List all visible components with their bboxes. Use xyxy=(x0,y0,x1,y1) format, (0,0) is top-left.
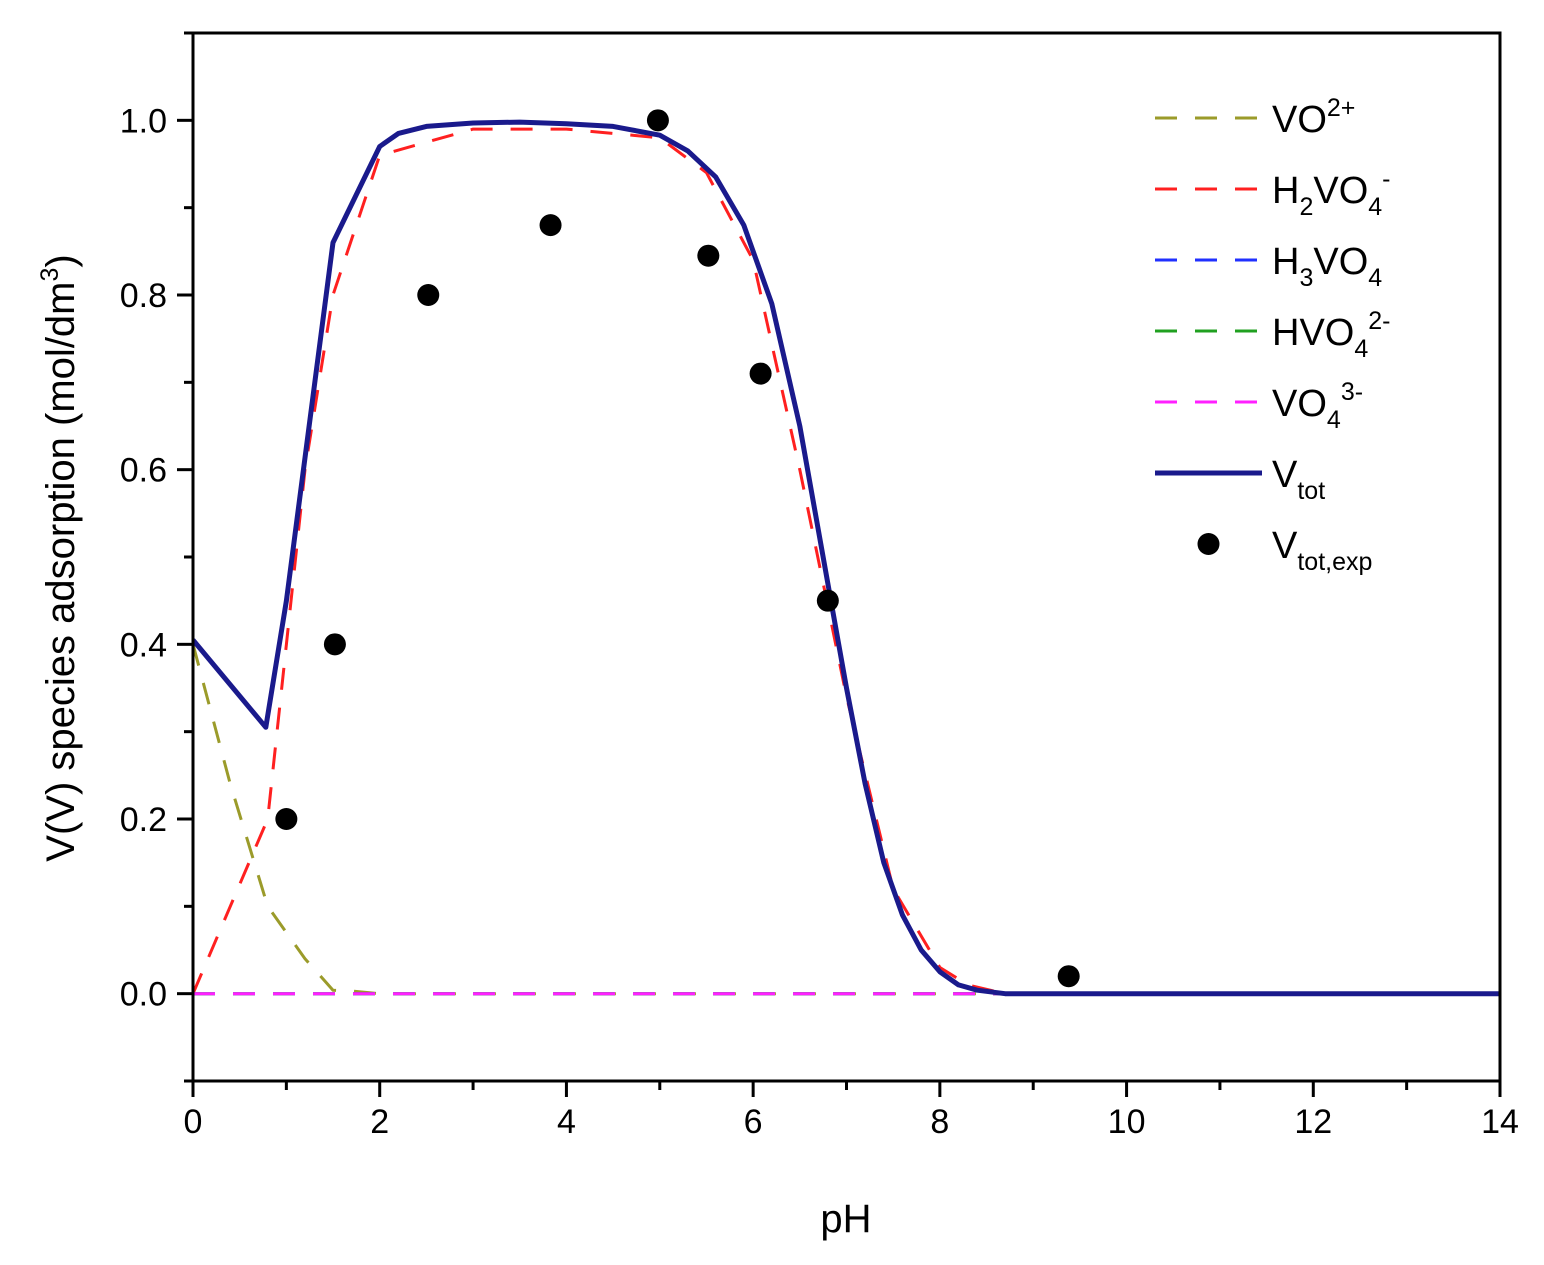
legend-vo43--label: VO43- xyxy=(1272,378,1363,434)
x-tick-label: 14 xyxy=(1481,1103,1519,1141)
legend-vtot-exp: Vtot,exp xyxy=(1197,525,1372,576)
series-vtot-exp-point xyxy=(697,244,720,267)
y-tick-label: 0.8 xyxy=(120,277,167,315)
series-vtot-exp-point xyxy=(749,362,772,385)
y-tick-label: 0.2 xyxy=(120,801,167,839)
legend-vtot-exp-swatch xyxy=(1197,533,1220,555)
series-vtot-exp-point xyxy=(323,633,346,656)
series-vtot-exp-point xyxy=(539,214,562,237)
y-axis-title-sup: 3 xyxy=(36,268,64,282)
y-tick-label: 0.4 xyxy=(120,626,167,664)
series-h2vo4--line xyxy=(193,127,1500,996)
series-vtot-exp-point xyxy=(816,589,839,612)
series-vtot-exp-point xyxy=(1057,965,1080,988)
y-axis-title-base: V(V) species adsorption (mol/dm xyxy=(39,282,83,862)
x-tick-label: 10 xyxy=(1108,1103,1146,1141)
y-tick-label: 0.6 xyxy=(120,452,167,490)
y-axis-title-end: ) xyxy=(39,254,83,267)
y-axis-title: V(V) species adsorption (mol/dm3) xyxy=(36,254,83,861)
x-tick-label: 8 xyxy=(930,1103,949,1141)
legend-h2vo4--label: H2VO4- xyxy=(1272,165,1391,221)
legend-h3vo4: H3VO4 xyxy=(1155,241,1382,292)
axes: 0 2 4 6 8 10 12 14 0.0 0.2 0.4 0.6 0.8 1.0 xyxy=(120,31,1519,1141)
series-vtot-exp-point xyxy=(275,808,298,830)
plot-area xyxy=(193,109,1500,997)
x-tick-label: 6 xyxy=(744,1103,763,1141)
legend-hvo42-: HVO42- xyxy=(1155,307,1391,363)
x-tick-label: 4 xyxy=(557,1103,576,1141)
legend-vtot-exp-label: Vtot,exp xyxy=(1272,525,1372,576)
legend-h2vo4-: H2VO4- xyxy=(1155,165,1391,221)
legend-vo2--label: VO2+ xyxy=(1272,94,1355,141)
y-tick-label: 0.0 xyxy=(120,976,167,1014)
series-vtot-line xyxy=(193,119,1500,997)
legend-h3vo4-label: H3VO4 xyxy=(1272,241,1382,292)
x-tick-label: 0 xyxy=(184,1103,203,1141)
series-vtot-exp-point xyxy=(417,284,440,306)
legend-vo43-: VO43- xyxy=(1155,378,1363,434)
legend-vo2-: VO2+ xyxy=(1155,94,1355,141)
legend-hvo42--label: HVO42- xyxy=(1272,307,1391,363)
x-tick-label: 12 xyxy=(1294,1103,1332,1141)
x-tick-label: 2 xyxy=(370,1103,389,1141)
legend: VO2+ H2VO4- H3VO4 HVO42- VO43- Vtot Vtot,exp xyxy=(1155,94,1391,576)
legend-vtot-label: Vtot xyxy=(1272,454,1325,505)
series-vtot-exp-point xyxy=(646,109,669,132)
y-tick-label: 1.0 xyxy=(120,102,167,140)
legend-vtot: Vtot xyxy=(1155,454,1325,505)
x-axis-title: pH xyxy=(820,1197,871,1241)
